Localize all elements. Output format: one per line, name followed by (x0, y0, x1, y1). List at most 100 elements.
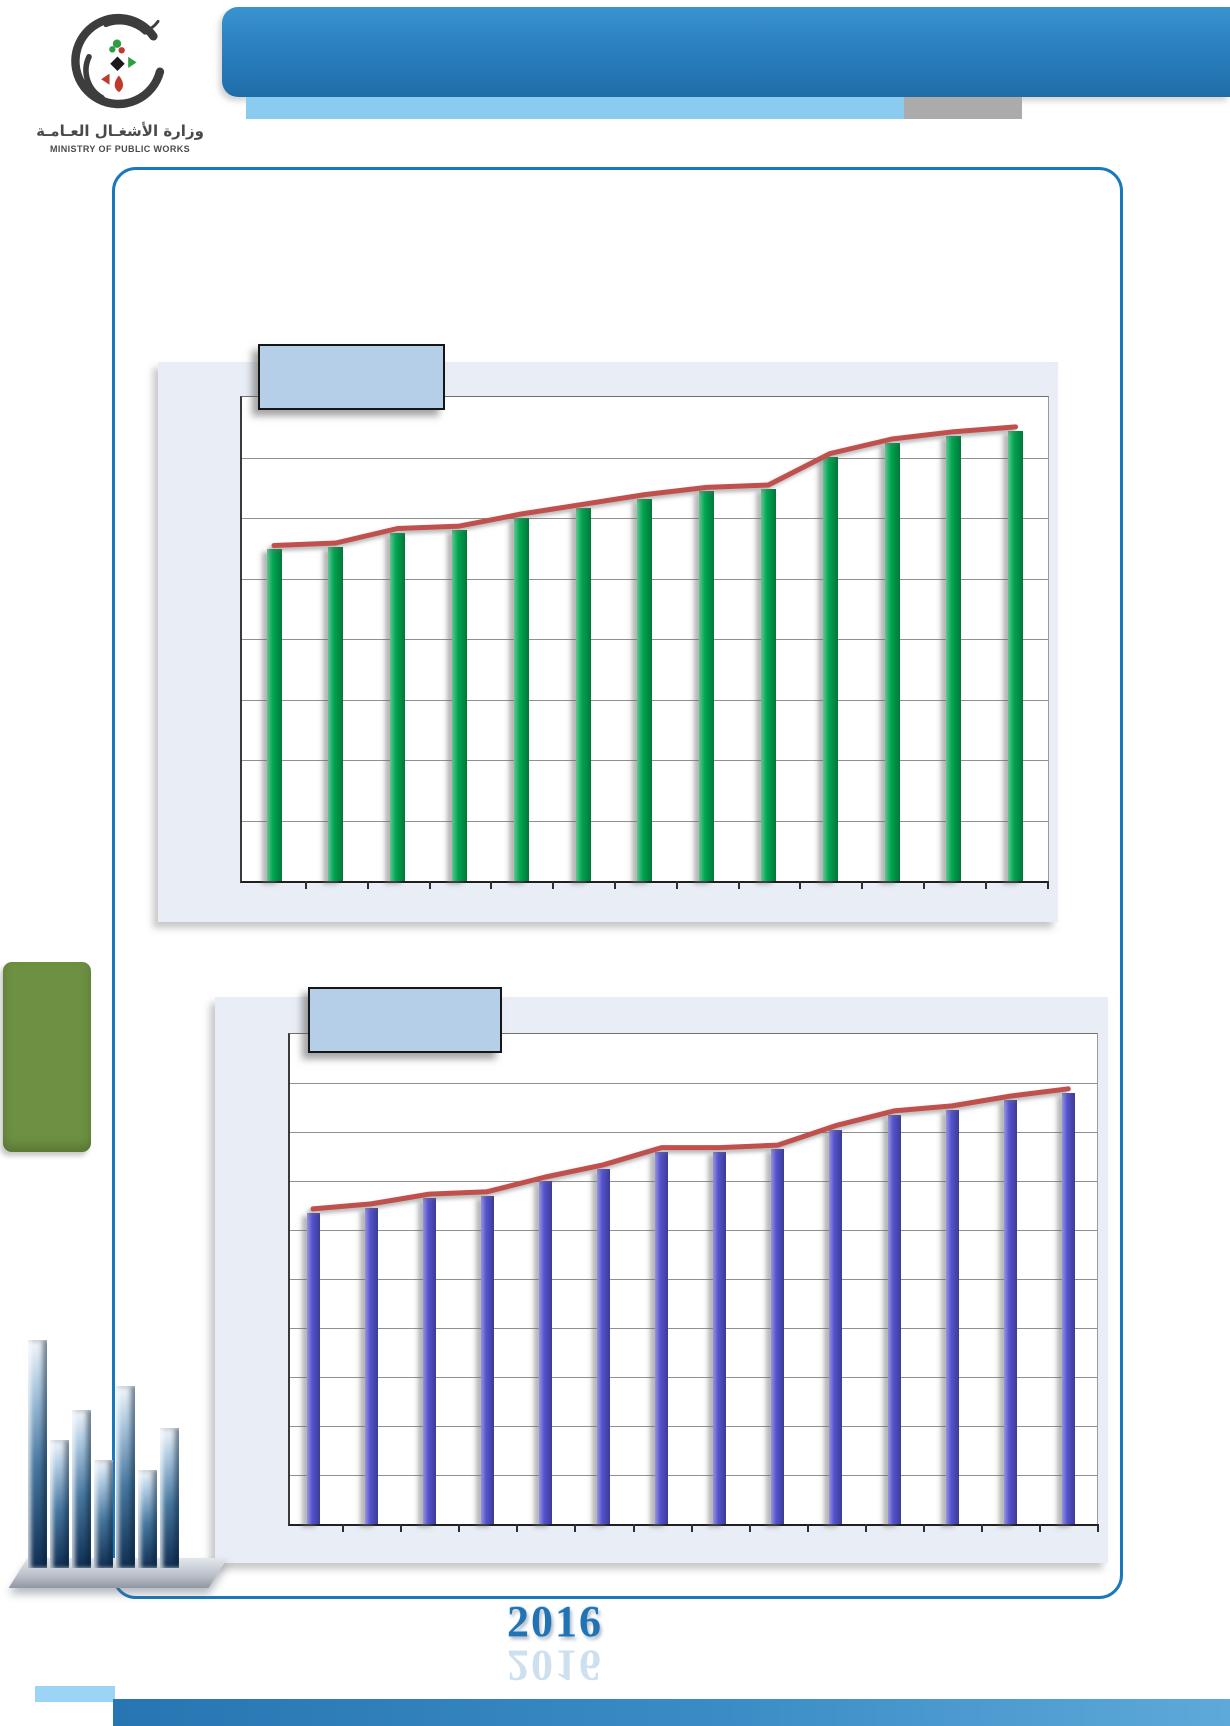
art-bar (116, 1386, 135, 1568)
axis-tick (342, 1524, 344, 1532)
trend-line (310, 1086, 1071, 1212)
column-bar (885, 443, 900, 881)
axis-tick (458, 1524, 460, 1532)
column-bar-shading (829, 1130, 842, 1524)
gridline (242, 458, 1048, 459)
axis-tick (614, 881, 616, 889)
logo-arabic-name: وزارة الأشغـال العـامـة (36, 122, 204, 140)
gridline (290, 1181, 1097, 1182)
gridline (290, 1279, 1097, 1280)
left-olive-accent-block (3, 962, 91, 1152)
axis-tick (865, 1524, 867, 1532)
column-bar-shading (539, 1181, 552, 1524)
column-bar (946, 1110, 959, 1524)
decorative-3d-bars (8, 1318, 228, 1638)
lower-chart-title-box (308, 987, 502, 1053)
column-bar (452, 530, 467, 881)
art-bar (50, 1440, 69, 1568)
column-bar-shading (655, 1152, 668, 1524)
footer-banner (113, 1699, 1230, 1726)
gridline (290, 1132, 1097, 1133)
upper-chart-plot-area (240, 396, 1049, 889)
axis-tick (749, 1524, 751, 1532)
column-bar (365, 1208, 378, 1524)
axis-tick (305, 881, 307, 889)
mpw-logo-swirl-icon (71, 13, 165, 109)
axis-tick (367, 881, 369, 889)
axis-tick (1039, 1524, 1041, 1532)
column-bar-shading (946, 436, 961, 881)
gridline (290, 1230, 1097, 1231)
lower-chart-plot-area (288, 1033, 1099, 1532)
column-bar-shading (481, 1196, 494, 1524)
column-bar-shading (1062, 1093, 1075, 1524)
trend-line (271, 424, 1019, 548)
art-bar (72, 1410, 91, 1568)
art-bar (94, 1460, 113, 1568)
report-year: 2016 (507, 1597, 603, 1646)
column-bar-shading (452, 530, 467, 881)
column-bar (328, 547, 343, 881)
column-bar (481, 1196, 494, 1524)
column-bar-shading (888, 1115, 901, 1524)
axis-tick (516, 1524, 518, 1532)
gridline (290, 1426, 1097, 1427)
column-bar-shading (576, 508, 591, 881)
column-bar (829, 1130, 842, 1524)
axis-tick (1047, 881, 1049, 889)
column-bar-shading (328, 547, 343, 881)
column-bar-shading (699, 491, 714, 881)
column-bar-shading (267, 549, 282, 881)
column-bar (699, 491, 714, 881)
axis-tick (552, 881, 554, 889)
axis-tick (981, 1524, 983, 1532)
header-substrip-gray (904, 97, 1022, 119)
art-bar (138, 1470, 157, 1568)
column-bar-shading (823, 457, 838, 881)
report-year-reflection: 2016 (507, 1641, 603, 1690)
upper-chart-title-box (258, 344, 445, 410)
column-bar-shading (307, 1213, 320, 1524)
column-bar-shading (885, 443, 900, 881)
art-bar (160, 1428, 179, 1568)
gridline (290, 1083, 1097, 1084)
trend-line-layer (271, 424, 1019, 548)
column-bar-shading (713, 1152, 726, 1524)
axis-tick (691, 1524, 693, 1532)
column-bar-shading (946, 1110, 959, 1524)
axis-tick (429, 881, 431, 889)
footer-substrip-lightblue (35, 1686, 115, 1702)
column-bar (713, 1152, 726, 1524)
column-bar-shading (514, 518, 529, 881)
column-bar-shading (761, 489, 776, 881)
column-bar (888, 1115, 901, 1524)
column-bar (576, 508, 591, 881)
gridline (290, 1475, 1097, 1476)
axis-tick (1097, 1524, 1099, 1532)
content-frame-border (112, 167, 1123, 1599)
header-banner (222, 7, 1230, 97)
axis-tick (633, 1524, 635, 1532)
column-bar-shading (771, 1149, 784, 1524)
gridline (290, 1377, 1097, 1378)
column-bar (514, 518, 529, 881)
column-bar (1008, 431, 1023, 881)
mpw-logo: وزارة الأشغـال العـامـة MINISTRY OF PUBL… (36, 12, 204, 164)
header-substrip-lightblue (246, 97, 904, 119)
axis-tick (923, 881, 925, 889)
column-bar (423, 1198, 436, 1524)
column-bar-shading (637, 499, 652, 881)
axis-tick (400, 1524, 402, 1532)
axis-tick (490, 881, 492, 889)
axis-tick (676, 881, 678, 889)
column-bar (637, 499, 652, 881)
decorative-3d-bars-group (28, 1328, 179, 1568)
axis-tick (861, 881, 863, 889)
axis-tick (923, 1524, 925, 1532)
axis-tick (574, 1524, 576, 1532)
column-bar-shading (365, 1208, 378, 1524)
column-bar (655, 1152, 668, 1524)
column-bar (539, 1181, 552, 1524)
logo-english-name: MINISTRY OF PUBLIC WORKS (49, 144, 191, 154)
